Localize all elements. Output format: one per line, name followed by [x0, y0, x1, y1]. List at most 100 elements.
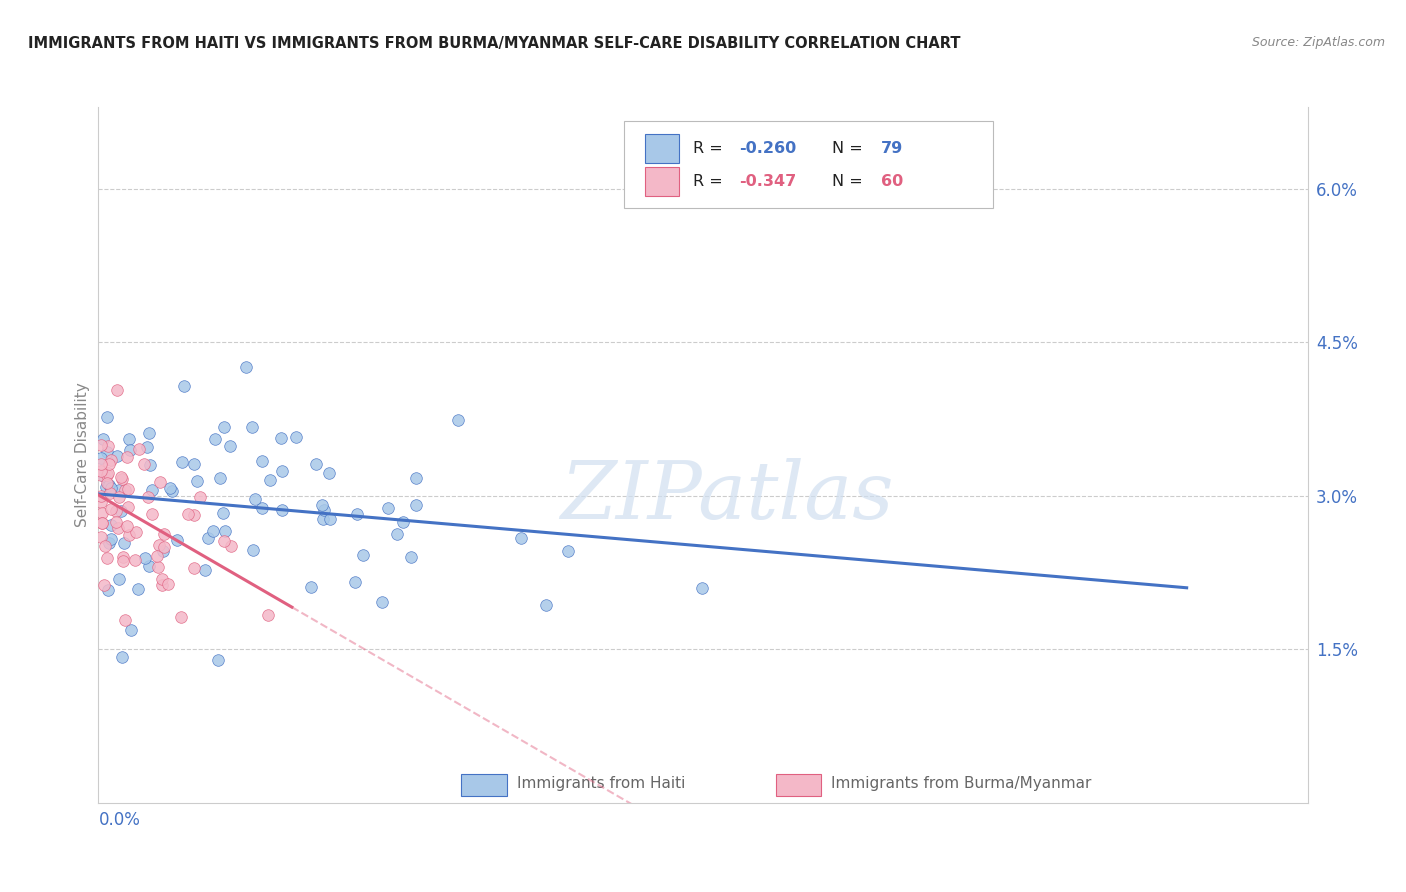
Point — [141, 483, 163, 498]
Point — [243, 491, 266, 506]
Point — [105, 383, 128, 397]
Point — [135, 440, 157, 454]
Point — [134, 551, 156, 566]
Point — [211, 507, 233, 521]
Point — [177, 508, 200, 522]
Point — [141, 507, 163, 521]
Point — [110, 470, 132, 484]
Point — [100, 518, 122, 533]
Point — [90, 467, 112, 482]
Point — [100, 481, 122, 495]
Point — [110, 503, 132, 517]
Text: 60: 60 — [880, 174, 903, 189]
Point — [91, 516, 114, 531]
Point — [100, 502, 122, 516]
Point — [259, 473, 281, 487]
Point — [150, 572, 173, 586]
Point — [183, 508, 205, 523]
Point — [128, 442, 150, 457]
Point — [127, 582, 149, 596]
Point — [235, 359, 257, 374]
FancyBboxPatch shape — [624, 121, 993, 208]
Point — [170, 455, 193, 469]
Point — [117, 482, 139, 496]
Point — [156, 577, 179, 591]
Point — [108, 490, 131, 504]
Point — [214, 524, 236, 538]
Point — [96, 476, 118, 491]
Point — [250, 454, 273, 468]
Point — [150, 578, 173, 592]
Point — [399, 549, 422, 564]
Point — [312, 503, 335, 517]
Point — [188, 490, 211, 504]
Point — [149, 475, 172, 489]
Point — [557, 543, 579, 558]
Point — [256, 607, 278, 622]
FancyBboxPatch shape — [776, 773, 821, 796]
Point — [270, 431, 292, 445]
Point — [377, 500, 399, 515]
Point — [311, 498, 333, 512]
Point — [100, 533, 122, 547]
Y-axis label: Self-Care Disability: Self-Care Disability — [75, 383, 90, 527]
Point — [252, 500, 274, 515]
Point — [90, 495, 112, 509]
Point — [98, 486, 121, 500]
Point — [160, 483, 183, 498]
Point — [153, 526, 176, 541]
Point — [152, 543, 174, 558]
Point — [212, 534, 235, 549]
Point — [352, 549, 374, 563]
Text: -0.347: -0.347 — [740, 174, 797, 189]
Point — [107, 573, 129, 587]
Point — [271, 464, 294, 478]
Point — [94, 480, 117, 494]
Text: R =: R = — [693, 174, 728, 189]
FancyBboxPatch shape — [645, 167, 679, 196]
Point — [392, 515, 415, 529]
Point — [120, 443, 142, 458]
Point — [112, 536, 135, 550]
Point — [111, 650, 134, 665]
Text: R =: R = — [693, 141, 728, 156]
Point — [90, 451, 112, 466]
Point — [117, 500, 139, 514]
Point — [96, 439, 118, 453]
Point — [100, 452, 122, 467]
Text: 79: 79 — [880, 141, 903, 156]
Point — [240, 419, 263, 434]
Point — [305, 457, 328, 471]
Point — [405, 471, 427, 485]
Point — [90, 530, 112, 544]
Text: Immigrants from Haiti: Immigrants from Haiti — [517, 776, 685, 791]
Point — [219, 539, 242, 553]
Point — [118, 528, 141, 542]
FancyBboxPatch shape — [645, 134, 679, 163]
Text: Immigrants from Burma/Myanmar: Immigrants from Burma/Myanmar — [831, 776, 1091, 791]
Text: 0.0%: 0.0% — [98, 811, 141, 830]
Point — [271, 503, 294, 517]
Point — [510, 531, 533, 545]
Point — [132, 457, 155, 471]
Point — [170, 610, 193, 624]
Point — [125, 525, 148, 540]
Point — [138, 426, 160, 441]
Point — [107, 521, 129, 535]
Point — [371, 595, 394, 609]
Point — [104, 504, 127, 518]
Point — [146, 549, 169, 564]
Text: -0.260: -0.260 — [740, 141, 797, 156]
Point — [117, 519, 139, 533]
Point — [186, 474, 208, 488]
Point — [114, 613, 136, 627]
Point — [183, 457, 205, 471]
Point — [136, 491, 159, 505]
Point — [90, 457, 112, 471]
Point — [209, 471, 232, 485]
Point — [124, 553, 146, 567]
Point — [114, 483, 136, 497]
Point — [97, 478, 120, 492]
Text: ZIPatlas: ZIPatlas — [561, 458, 894, 535]
Point — [312, 512, 335, 526]
